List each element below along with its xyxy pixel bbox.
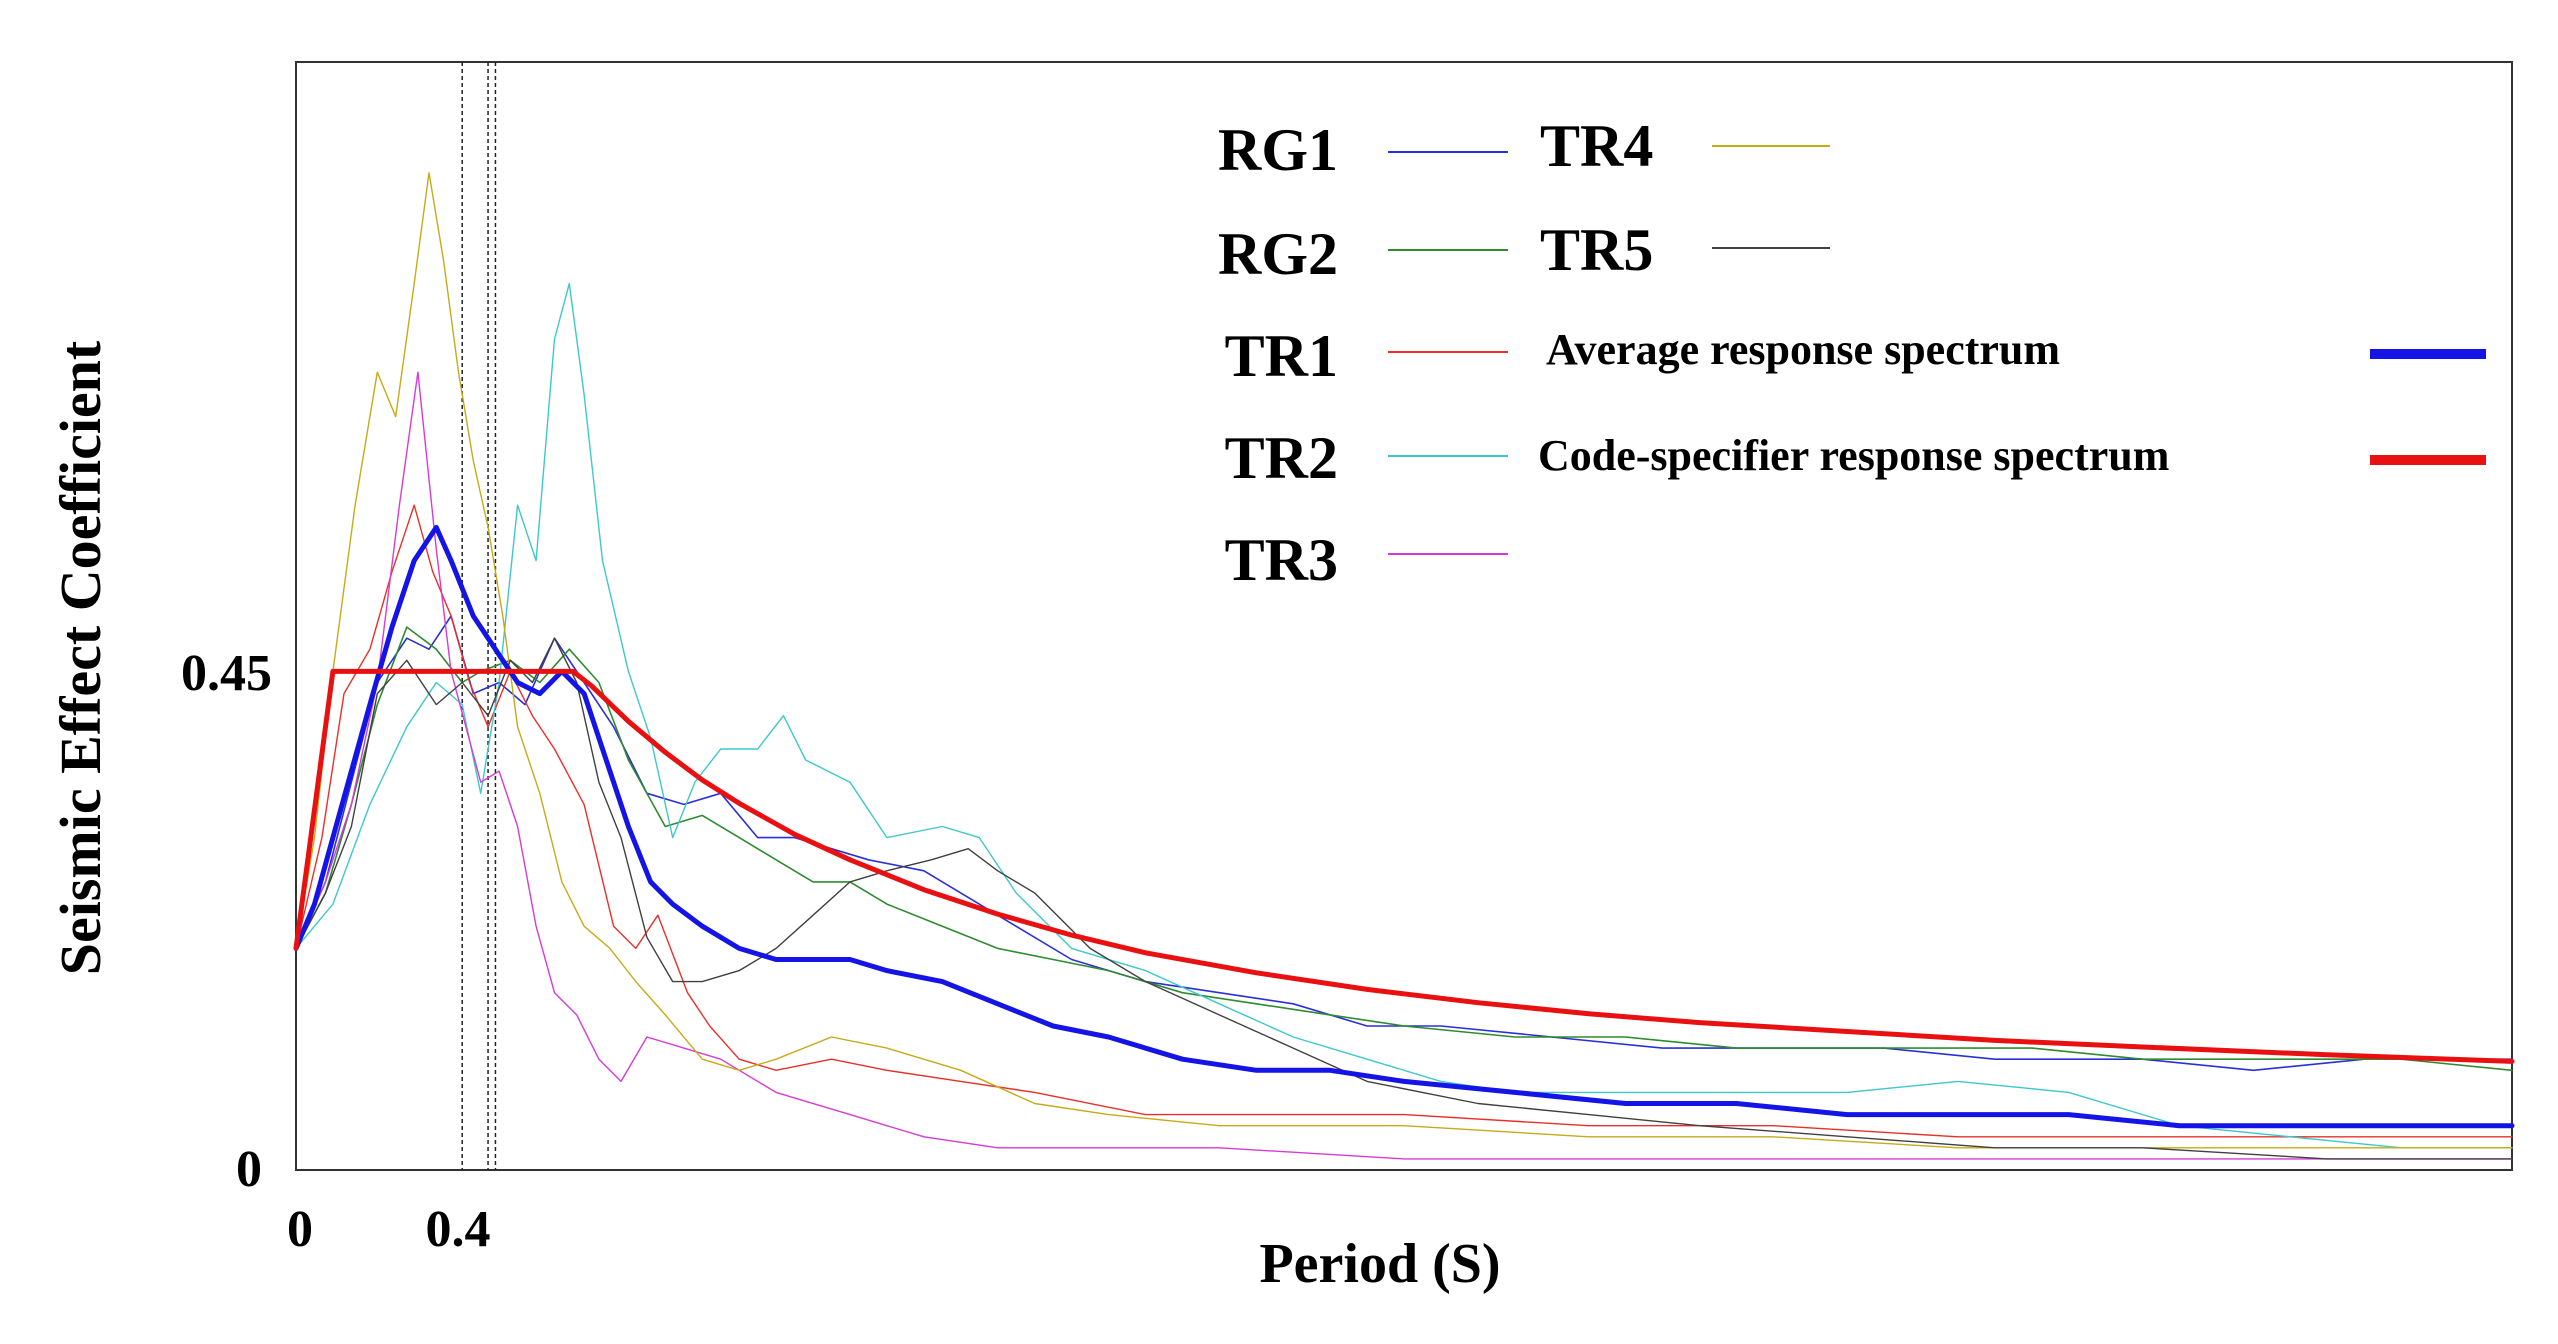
series-line-average-response-spectrum — [293, 524, 2515, 1129]
legend-label-code: Code-specifier response spectrum — [1538, 431, 2169, 480]
vertical-markers — [461, 62, 497, 1170]
series-line-tr2 — [295, 282, 2513, 1149]
legend-label-tr3: TR3 — [1225, 527, 1338, 593]
x-axis-label: Period (S) — [1259, 1233, 1500, 1295]
series-line-rg2 — [295, 626, 2513, 1072]
legend-label-tr1: TR1 — [1225, 323, 1338, 389]
plot-frame — [295, 61, 2513, 1171]
legend-label-tr4: TR4 — [1540, 113, 1653, 179]
series-line-rg1 — [295, 615, 2513, 1072]
series-line-tr1 — [295, 504, 2513, 1138]
y-tick-label-045: 0.45 — [181, 645, 272, 702]
legend-label-rg2: RG2 — [1218, 221, 1338, 287]
series-line-tr3 — [295, 371, 2513, 1160]
legend-label-rg1: RG1 — [1218, 117, 1338, 183]
y-tick-label-0: 0 — [236, 1141, 262, 1198]
legend: RG1 TR4 RG2 TR5 TR1 Average response spe… — [1218, 113, 2486, 593]
series-line-tr5 — [295, 637, 2513, 1160]
y-axis-label: Seismic Effect Coefficient — [48, 340, 113, 975]
series-group — [293, 172, 2515, 1160]
legend-label-tr2: TR2 — [1225, 425, 1338, 491]
x-tick-label-0: 0 — [287, 1201, 313, 1258]
series-line-tr4 — [295, 172, 2513, 1149]
legend-label-avg: Average response spectrum — [1546, 325, 2060, 374]
series-line-code-specifier-response-spectrum — [293, 668, 2515, 1064]
x-tick-label-04: 0.4 — [426, 1201, 491, 1258]
legend-label-tr5: TR5 — [1540, 217, 1653, 283]
